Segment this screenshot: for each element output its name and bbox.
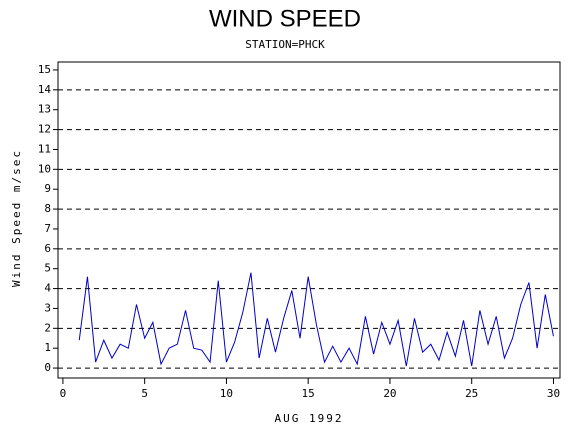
y-tick-label: 4 (44, 282, 51, 295)
y-tick-label: 10 (38, 162, 51, 175)
x-tick-label: 25 (465, 387, 478, 400)
y-tick-label: 12 (38, 123, 51, 136)
y-tick-label: 1 (44, 341, 51, 354)
y-tick-label: 2 (44, 321, 51, 334)
y-tick-label: 15 (38, 63, 51, 76)
y-tick-label: 13 (38, 103, 51, 116)
y-tick-label: 14 (38, 83, 52, 96)
y-tick-label: 3 (44, 301, 51, 314)
y-axis-label: Wind Speed m/sec (10, 149, 23, 287)
chart-title: WIND SPEED (209, 5, 361, 32)
y-tick-label: 5 (44, 262, 51, 275)
x-tick-label: 15 (302, 387, 315, 400)
x-tick-label: 10 (220, 387, 233, 400)
y-tick-label: 11 (38, 142, 51, 155)
x-tick-label: 0 (60, 387, 67, 400)
y-tick-label: 6 (44, 242, 51, 255)
x-tick-label: 30 (547, 387, 560, 400)
y-tick-label: 8 (44, 202, 51, 215)
plot-frame (57, 61, 561, 379)
x-tick-label: 20 (383, 387, 396, 400)
chart-subtitle: STATION=PHCK (245, 38, 325, 51)
y-tick-label: 9 (44, 182, 51, 195)
y-tick-label: 7 (44, 222, 51, 235)
x-axis-label: AUG 1992 (275, 412, 344, 425)
y-tick-label: 0 (44, 361, 51, 374)
data-line (78, 272, 554, 367)
x-tick-label: 5 (141, 387, 148, 400)
